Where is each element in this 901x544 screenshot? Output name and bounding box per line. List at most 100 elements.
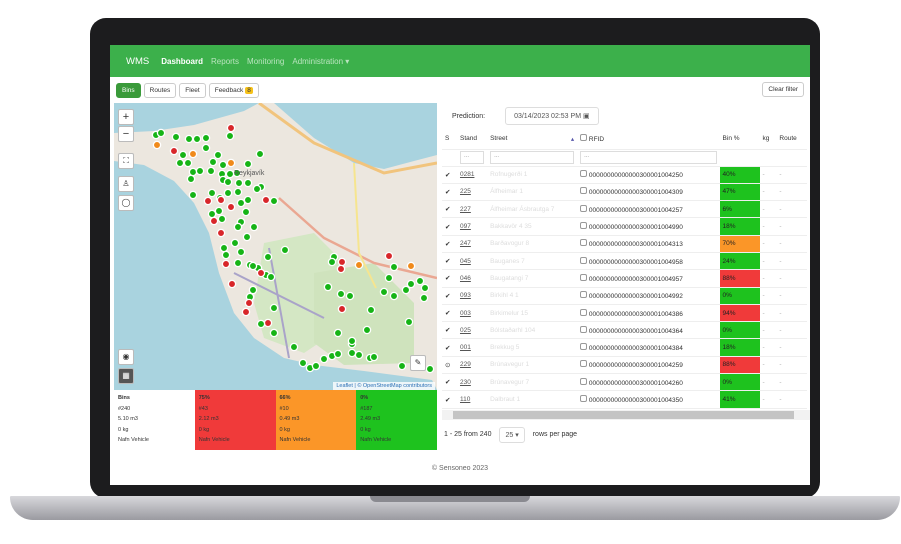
- bin-marker[interactable]: [255, 149, 265, 159]
- stand-link[interactable]: 046: [459, 274, 471, 282]
- col-route[interactable]: Route: [776, 129, 807, 150]
- select-all-checkbox[interactable]: [580, 134, 588, 142]
- bin-marker[interactable]: [192, 134, 202, 144]
- bin-marker[interactable]: [216, 195, 226, 205]
- eye-icon[interactable]: ◉: [118, 349, 134, 365]
- nav-administration[interactable]: Administration ▾: [292, 56, 350, 66]
- bin-marker[interactable]: [206, 166, 216, 176]
- bin-marker[interactable]: [397, 361, 407, 371]
- bin-marker[interactable]: [244, 298, 254, 308]
- bin-marker[interactable]: [234, 178, 244, 188]
- bin-marker[interactable]: [171, 132, 181, 142]
- bin-marker[interactable]: [201, 133, 211, 143]
- bin-marker[interactable]: [213, 150, 223, 160]
- bin-marker[interactable]: [266, 272, 276, 282]
- table-row[interactable]: ✔ 247 Barðavogur 8 000000000000003000010…: [442, 235, 807, 253]
- bin-marker[interactable]: [188, 149, 198, 159]
- bin-marker[interactable]: [369, 352, 379, 362]
- row-checkbox[interactable]: [580, 325, 588, 333]
- bin-marker[interactable]: [345, 291, 355, 301]
- row-checkbox[interactable]: [580, 170, 588, 178]
- bin-marker[interactable]: [354, 350, 364, 360]
- bin-marker[interactable]: [243, 178, 253, 188]
- col-stand[interactable]: Stand: [456, 129, 488, 150]
- bin-marker[interactable]: [225, 131, 235, 141]
- bin-marker[interactable]: [219, 243, 229, 253]
- bin-marker[interactable]: [208, 157, 218, 167]
- bin-marker[interactable]: [289, 342, 299, 352]
- bin-marker[interactable]: [389, 291, 399, 301]
- row-checkbox[interactable]: [580, 204, 588, 212]
- bin-marker[interactable]: [406, 279, 416, 289]
- stand-link[interactable]: 227: [459, 205, 471, 213]
- bin-marker[interactable]: [221, 250, 231, 260]
- bin-marker[interactable]: [243, 195, 253, 205]
- bin-marker[interactable]: [203, 196, 213, 206]
- stand-filter-input[interactable]: ...: [459, 151, 485, 164]
- bin-marker[interactable]: [269, 328, 279, 338]
- zoom-in-button[interactable]: +: [118, 109, 134, 125]
- bins-button[interactable]: Bins: [116, 82, 141, 98]
- nav-reports[interactable]: Reports: [211, 56, 240, 66]
- bin-marker[interactable]: [223, 188, 233, 198]
- stand-link[interactable]: 045: [459, 257, 471, 265]
- row-checkbox[interactable]: [580, 343, 588, 351]
- col-kg[interactable]: kg: [759, 129, 777, 150]
- bin-marker[interactable]: [184, 134, 194, 144]
- bin-marker[interactable]: [242, 232, 252, 242]
- locate-icon[interactable]: ♙: [118, 176, 134, 192]
- bin-marker[interactable]: [216, 228, 226, 238]
- col-rfid[interactable]: RFID: [577, 129, 720, 150]
- bin-marker[interactable]: [379, 287, 389, 297]
- table-row[interactable]: ✔ 0281 Rofnugerði 1 00000000000000300001…: [442, 166, 807, 184]
- fleet-button[interactable]: Fleet: [179, 82, 206, 98]
- bin-marker[interactable]: [223, 177, 233, 187]
- bin-marker[interactable]: [236, 198, 246, 208]
- bin-marker[interactable]: [207, 188, 217, 198]
- zoom-out-button[interactable]: −: [118, 126, 134, 142]
- bin-marker[interactable]: [243, 159, 253, 169]
- bin-marker[interactable]: [218, 160, 228, 170]
- bin-marker[interactable]: [175, 158, 185, 168]
- bin-marker[interactable]: [186, 174, 196, 184]
- prediction-datetime-input[interactable]: 03/14/2023 02:53 PM ▣: [505, 107, 599, 125]
- bin-marker[interactable]: [156, 128, 166, 138]
- bin-marker[interactable]: [233, 222, 243, 232]
- bin-marker[interactable]: [333, 349, 343, 359]
- col-bin-pct[interactable]: Bin %: [719, 129, 760, 150]
- satellite-icon[interactable]: ✎: [410, 355, 426, 371]
- nav-dashboard[interactable]: Dashboard: [161, 56, 204, 66]
- bin-marker[interactable]: [217, 214, 227, 224]
- bin-marker[interactable]: [249, 222, 259, 232]
- bin-marker[interactable]: [214, 206, 224, 216]
- bin-marker[interactable]: [188, 190, 198, 200]
- table-row[interactable]: ✔ 001 Brekkug 5 000000000000003000010043…: [442, 338, 807, 357]
- table-row[interactable]: ✔ 227 Álfheimar Ásbrautga 7 000000000000…: [442, 200, 807, 219]
- bin-marker[interactable]: [420, 283, 430, 293]
- bin-marker[interactable]: [233, 187, 243, 197]
- table-row[interactable]: ✔ 230 Brúnavegur 7 000000000000003000010…: [442, 373, 807, 392]
- stand-link[interactable]: 230: [459, 378, 471, 386]
- bin-marker[interactable]: [241, 207, 251, 217]
- stand-link[interactable]: 097: [459, 223, 471, 231]
- table-row[interactable]: ✔ 003 Birkimelur 15 00000000000000300001…: [442, 304, 807, 323]
- bin-marker[interactable]: [225, 169, 235, 179]
- bin-marker[interactable]: [169, 146, 179, 156]
- table-row[interactable]: ✔ 110 Dalbraut 1 00000000000000300001004…: [442, 390, 807, 409]
- bin-marker[interactable]: [183, 158, 193, 168]
- row-checkbox[interactable]: [580, 377, 588, 385]
- stand-link[interactable]: 025: [459, 326, 471, 334]
- bin-marker[interactable]: [241, 307, 251, 317]
- table-row[interactable]: ✔ 093 Birkihl 4 1 0000000000000030000100…: [442, 287, 807, 305]
- bin-marker[interactable]: [354, 260, 364, 270]
- bin-marker[interactable]: [195, 166, 205, 176]
- horizontal-scrollbar[interactable]: [442, 409, 810, 420]
- bin-marker[interactable]: [256, 319, 266, 329]
- map-canvas[interactable]: Reykjavík: [114, 103, 437, 390]
- bin-marker[interactable]: [226, 158, 236, 168]
- col-street[interactable]: Street ▴: [487, 129, 578, 150]
- row-checkbox[interactable]: [580, 239, 588, 247]
- street-filter-input[interactable]: ...: [490, 151, 575, 164]
- rfid-filter-input[interactable]: ...: [580, 151, 717, 164]
- bin-marker[interactable]: [209, 216, 219, 226]
